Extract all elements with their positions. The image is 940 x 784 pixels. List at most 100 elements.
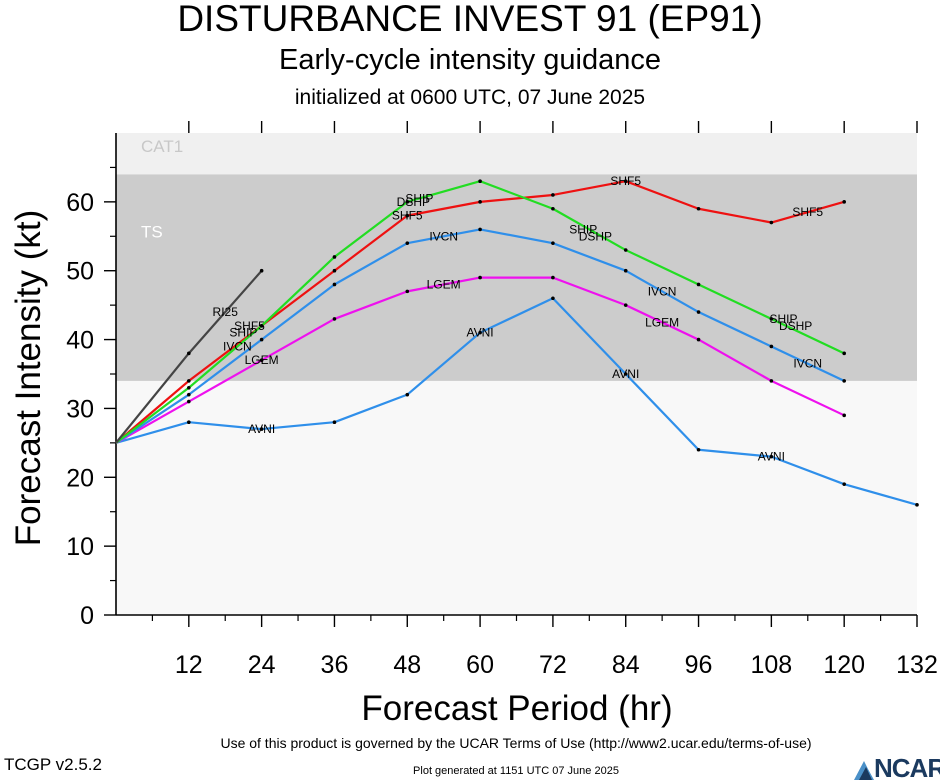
point-ivcn [769,344,774,349]
x-tick-label: 60 [466,651,494,679]
x-axis-label: Forecast Period (hr) [361,689,672,728]
band-cat1 [116,133,917,175]
chart-subtitle: Early-cycle intensity guidance [278,44,661,76]
point-ivcn [405,241,410,245]
point-ri25 [187,351,191,356]
point-ivcn [842,379,846,383]
point-ivcn [187,392,191,397]
generated-time: Plot generated at 1151 UTC 07 June 2025 [413,765,619,777]
plot-area: TS CAT1 0 10 20 30 40 50 60 12 24 36 48 60 72 84 96 108 12… [66,121,938,679]
point-lgem [187,399,191,404]
ncar-logo: NCAR [852,753,940,783]
line-label-ship: SHIP [405,191,433,205]
x-tick-label: 132 [896,651,938,679]
x-tick-label: 12 [175,651,203,679]
point-lgem [696,337,701,342]
y-tick-label: 30 [66,395,94,423]
band-label-ts: TS [141,222,163,241]
point-lgem [478,275,482,280]
point-lgem [332,317,337,321]
point-lgem [842,413,846,418]
line-label-avni: AVNI [467,326,494,340]
line-label-shf5: SHF5 [234,319,265,333]
point-dshp [769,317,774,321]
line-label-shf5: SHF5 [392,209,423,223]
y-tick-label: 60 [66,189,94,217]
x-tick-label: 48 [393,651,421,679]
point-dshp [551,206,555,211]
init-time: initialized at 0600 UTC, 07 June 2025 [294,86,646,109]
point-ivcn [551,241,555,245]
y-tick-label: 40 [66,327,94,355]
point-lgem [405,289,410,294]
point-dshp [259,324,264,328]
point-ivcn [478,227,482,232]
y-axis-label: Forecast Intensity (kt) [9,210,48,546]
point-shf5 [551,193,555,197]
point-lgem [769,379,774,383]
line-label-avni: AVNI [612,367,639,381]
x-tick-label: 84 [612,651,640,679]
y-tick-label: 50 [66,258,94,286]
point-shf5 [405,213,410,218]
y-tick-label: 10 [66,533,94,561]
point-dshp [332,255,337,259]
point-avni [332,420,337,425]
point-ivcn [332,282,337,287]
point-avni [769,454,774,459]
version-label: TCGP v2.5.2 [4,755,102,774]
point-ivcn [623,268,628,273]
x-tick-label: 120 [823,651,865,679]
point-dshp [478,179,482,183]
line-label-avni: AVNI [758,450,785,464]
line-label-lgem: LGEM [645,315,679,329]
intensity-chart: TS CAT1 0 10 20 30 40 50 60 12 24 36 48 60 72 84 96 108 12… [9,121,938,728]
series-line-avni [115,297,918,506]
line-label-shf5: SHF5 [792,205,823,219]
x-tick-label: 36 [321,651,349,679]
line-label-dshp: DSHP [397,195,430,209]
point-avni [623,372,628,376]
point-shf5 [842,200,846,204]
point-avni [551,296,555,301]
point-shf5 [332,268,337,273]
chart-title: DISTURBANCE INVEST 91 (EP91) [177,0,763,39]
point-shf5 [478,200,482,204]
point-shf5 [623,179,628,183]
point-avni [478,330,482,335]
point-avni [842,482,846,486]
point-shf5 [769,220,774,225]
y-tick-label: 0 [80,602,94,630]
point-ivcn [259,337,264,342]
x-tick-label: 108 [751,651,793,679]
band-label-cat1: CAT1 [141,137,183,156]
line-label-ship: SHIP [229,326,257,340]
point-lgem [623,303,628,307]
point-dshp [405,200,410,204]
line-label-ri25: RI25 [213,305,239,319]
x-tick-label: 72 [539,651,567,679]
line-label-ivcn: IVCN [793,357,822,371]
point-avni [259,427,264,431]
point-avni [405,392,410,397]
point-avni [187,420,191,425]
line-label-ivcn: IVCN [223,339,252,353]
point-lgem [259,358,264,363]
line-label-ship: SHIP [769,312,797,326]
line-label-ship: SHIP [569,222,597,236]
point-dshp [842,351,846,356]
point-shf5 [187,379,191,383]
line-label-dshp: DSHP [779,319,812,333]
x-tick-label: 24 [248,651,276,679]
line-label-avni: AVNI [248,422,275,436]
ncar-logo-text: NCAR [874,753,940,783]
point-lgem [551,275,555,280]
line-label-ivcn: IVCN [648,284,677,298]
line-label-lgem: LGEM [245,353,279,367]
point-dshp [187,385,191,390]
line-label-lgem: LGEM [427,277,461,291]
point-ivcn [696,310,701,314]
point-shf5 [696,206,701,211]
point-ri25 [259,268,264,273]
line-label-ivcn: IVCN [429,229,458,243]
